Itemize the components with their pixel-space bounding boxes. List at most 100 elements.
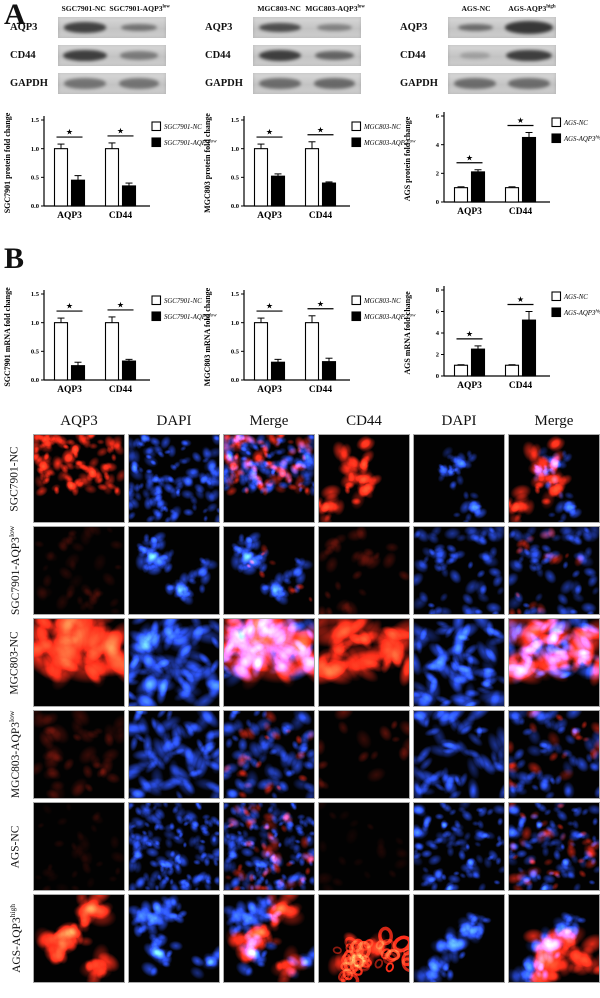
chart-ags-protein: 0 2 4 6 AGS protein fold change ★ AQP3 ★ CD44 AGS… [403,112,600,217]
if-col-header-aqp3: AQP3 [60,412,98,429]
if-image-aqp3 [33,618,125,707]
protein-band [119,78,159,89]
svg-text:★: ★ [266,302,273,311]
blot-column-headers: MGC803-NC MGC803-AQP3low [253,4,365,17]
if-row-label: AGS-NC [9,825,21,868]
if-col-header-dapi: DAPI [156,412,192,429]
if-row-label: SGC7901-NC [9,445,21,512]
blot-col-header: SGC7901-AQP3low [109,4,170,13]
svg-text:★: ★ [317,125,324,134]
blot-row-label: AQP3 [205,22,233,33]
svg-text:★: ★ [466,329,473,338]
svg-text:AQP3: AQP3 [457,207,482,217]
if-image-dapi [128,802,220,891]
if-row: AGS-AQP3high [0,894,600,983]
legend-entry: SGC7901-AQP3low [164,140,217,148]
protein-band [258,50,302,61]
western-blot-mgc803: MGC803-NC MGC803-AQP3low AQP3 CD44 GAPDH [205,4,395,101]
svg-text:0.0: 0.0 [31,377,39,384]
y-axis-label: MGC803 mRNA fold change [203,287,212,386]
blot-row-label: GAPDH [400,78,438,89]
blot-col-header: AGS-AQP3high [508,4,556,13]
protein-band [120,51,158,60]
y-axis-label: SGC7901 mRNA fold change [3,287,12,387]
legend-entry: MGC803-AQP3low [363,314,416,322]
svg-text:CD44: CD44 [309,385,332,395]
protein-band [63,22,107,33]
svg-text:★: ★ [266,128,273,137]
svg-text:1.5: 1.5 [231,117,240,124]
if-image-dapi [413,802,505,891]
chart-sgc7901-mrna: 0.0 0.5 1.0 1.5 SGC7901 mRNA fold change ★ AQP… [3,287,217,395]
if-col-header-cd44: CD44 [346,412,382,429]
chart-ags-mrna: 0 2 4 6 8 AGS mRNA fold change ★ AQP3 ★ CD44 AGS-N… [403,286,600,391]
svg-text:6: 6 [436,113,440,120]
svg-text:0.5: 0.5 [231,349,240,356]
chart-mgc803-mrna: 0.0 0.5 1.0 1.5 MGC803 mRNA fold change ★ AQP3… [203,287,416,395]
blot-row-label: CD44 [205,50,231,61]
protein-band [316,23,352,32]
protein-band [63,49,107,62]
if-row: MGC803-NC [0,618,600,707]
protein-band [453,78,497,89]
svg-text:AQP3: AQP3 [457,381,482,391]
protein-band [63,78,107,89]
if-image-cd44 [318,710,410,799]
if-image-aqp3 [33,894,125,983]
blot-band-image [58,45,166,66]
if-image-merge [508,894,600,983]
svg-text:1.5: 1.5 [31,291,40,298]
if-image-cd44 [318,802,410,891]
protein-band [121,23,157,32]
svg-text:1.5: 1.5 [31,117,40,124]
if-row: AGS-NC [0,802,600,891]
svg-text:8: 8 [436,287,440,294]
blot-band-image [448,45,556,66]
if-image-aqp3 [33,434,125,523]
y-axis-label: MGC803 protein fold change [203,113,212,213]
y-axis-label: AGS mRNA fold change [403,291,412,375]
svg-text:0.5: 0.5 [31,349,40,356]
protein-band [457,23,493,32]
svg-text:4: 4 [436,142,440,149]
legend-entry: MGC803-NC [363,298,401,305]
if-image-merge [223,434,315,523]
if-image-dapi [128,526,220,615]
svg-text:AQP3: AQP3 [57,211,82,221]
legend-entry: MGC803-NC [363,124,401,131]
chart-sgc7901-protein: 0.0 0.5 1.0 1.5 SGC7901 protein fold change ★… [3,112,217,221]
if-image-dapi [128,710,220,799]
if-image-merge [508,710,600,799]
svg-text:★: ★ [317,299,324,308]
if-image-dapi [413,894,505,983]
svg-text:0.0: 0.0 [231,203,239,210]
if-image-merge [223,802,315,891]
if-image-dapi [413,618,505,707]
blot-band-image [253,17,361,38]
legend-entry: AGS-NC [563,120,588,127]
legend-entry: SGC7901-AQP3low [164,314,217,322]
if-image-merge [508,526,600,615]
if-col-header-merge: Merge [249,412,289,429]
protein-band [507,78,551,89]
if-image-aqp3 [33,802,125,891]
svg-text:AQP3: AQP3 [257,211,282,221]
svg-text:0.5: 0.5 [231,175,240,182]
blot-column-headers: SGC7901-NC SGC7901-AQP3low [58,4,170,17]
if-image-aqp3 [33,710,125,799]
if-row: SGC7901-AQP3low [0,526,600,615]
svg-text:AQP3: AQP3 [257,385,282,395]
svg-text:0: 0 [436,373,439,380]
if-image-merge [223,618,315,707]
svg-text:★: ★ [66,302,73,311]
blot-column-headers: AGS-NC AGS-AQP3high [448,4,560,17]
if-image-cd44 [318,894,410,983]
svg-text:CD44: CD44 [509,207,532,217]
western-blot-sgc7901: SGC7901-NC SGC7901-AQP3low AQP3 CD44 GAP… [10,4,200,101]
blot-col-header: MGC803-AQP3low [305,4,365,13]
svg-text:★: ★ [517,116,524,125]
svg-text:★: ★ [517,295,524,304]
if-column-headers: AQP3 DAPI Merge CD44 DAPI Merge [0,408,600,434]
svg-text:1.0: 1.0 [31,146,39,153]
